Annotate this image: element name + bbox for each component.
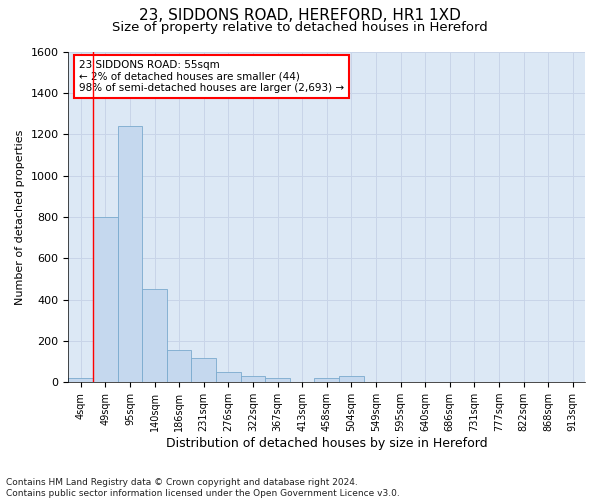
Text: 23, SIDDONS ROAD, HEREFORD, HR1 1XD: 23, SIDDONS ROAD, HEREFORD, HR1 1XD: [139, 8, 461, 22]
Bar: [339, 376, 364, 382]
Bar: [68, 378, 93, 382]
Text: Size of property relative to detached houses in Hereford: Size of property relative to detached ho…: [112, 21, 488, 34]
Y-axis label: Number of detached properties: Number of detached properties: [15, 129, 25, 304]
Bar: [93, 217, 118, 382]
Bar: [241, 376, 265, 382]
Bar: [167, 350, 191, 382]
Text: Contains HM Land Registry data © Crown copyright and database right 2024.
Contai: Contains HM Land Registry data © Crown c…: [6, 478, 400, 498]
Bar: [314, 378, 339, 382]
X-axis label: Distribution of detached houses by size in Hereford: Distribution of detached houses by size …: [166, 437, 488, 450]
Bar: [118, 126, 142, 382]
Text: 23 SIDDONS ROAD: 55sqm
← 2% of detached houses are smaller (44)
98% of semi-deta: 23 SIDDONS ROAD: 55sqm ← 2% of detached …: [79, 60, 344, 93]
Bar: [142, 289, 167, 382]
Bar: [216, 372, 241, 382]
Bar: [191, 358, 216, 382]
Bar: [265, 378, 290, 382]
